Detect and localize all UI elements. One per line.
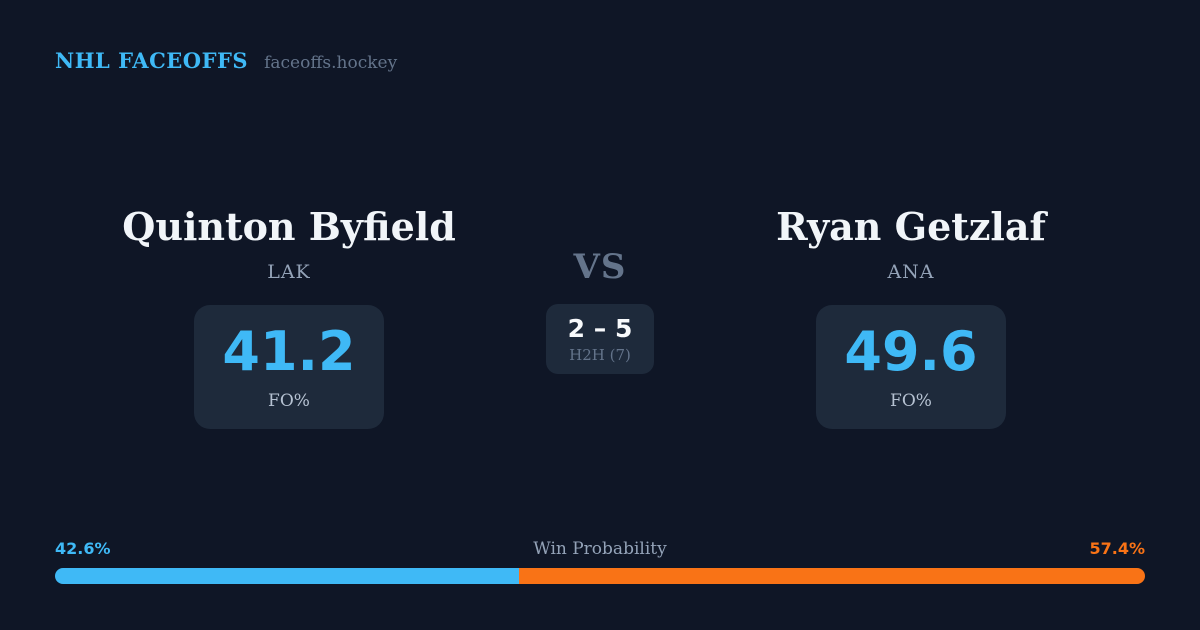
- player-right-column: Ryan Getzlaf ANA 49.6 FO%: [721, 205, 1101, 429]
- player-left-stat-label: FO%: [268, 390, 310, 411]
- h2h-box: 2 – 5 H2H (7): [545, 304, 655, 374]
- player-right-stat-box: 49.6 FO%: [816, 304, 1006, 429]
- player-left-name: Quinton Byfield: [122, 204, 456, 249]
- brand-title: NHL FACEOFFS: [55, 48, 249, 73]
- player-right-name: Ryan Getzlaf: [776, 204, 1046, 249]
- player-right-stat-label: FO%: [890, 390, 932, 411]
- site-domain: faceoffs.hockey: [264, 53, 398, 73]
- versus-column: VS 2 – 5 H2H (7): [500, 247, 700, 374]
- player-left-stat-value: 41.2: [222, 319, 356, 383]
- winprob-fill-right: [519, 568, 1145, 584]
- winprob-fill-left: [55, 568, 520, 584]
- win-probability-title: Win Probability: [533, 539, 667, 559]
- win-probability-bar: [55, 568, 1145, 584]
- win-probability-section: 42.6% Win Probability 57.4%: [55, 539, 1145, 584]
- versus-label: VS: [573, 247, 627, 287]
- win-probability-left-pct: 42.6%: [55, 539, 111, 558]
- h2h-label: H2H (7): [569, 346, 631, 364]
- player-left-column: Quinton Byfield LAK 41.2 FO%: [99, 205, 479, 429]
- header: NHL FACEOFFS faceoffs.hockey: [55, 48, 397, 73]
- player-left-stat-box: 41.2 FO%: [194, 304, 384, 429]
- win-probability-labels: 42.6% Win Probability 57.4%: [55, 539, 1145, 559]
- player-right-team: ANA: [887, 260, 935, 283]
- win-probability-right-pct: 57.4%: [1089, 539, 1145, 558]
- h2h-score: 2 – 5: [567, 314, 633, 343]
- player-right-stat-value: 49.6: [844, 319, 978, 383]
- player-left-team: LAK: [267, 260, 311, 283]
